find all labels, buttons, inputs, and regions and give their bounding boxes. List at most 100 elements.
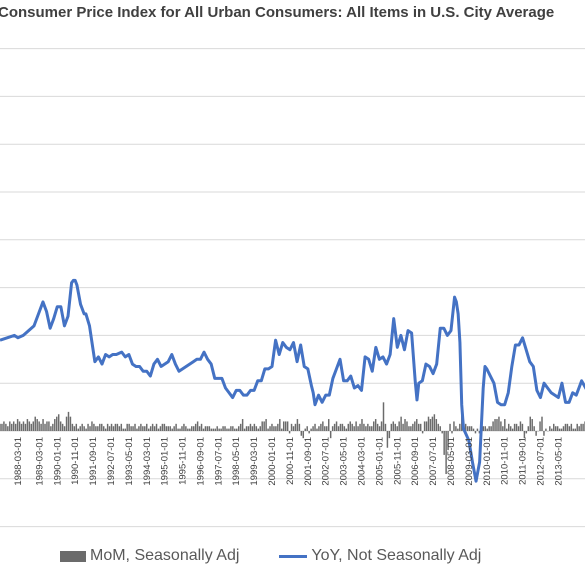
mom-bar xyxy=(551,428,553,431)
mom-bar xyxy=(34,416,36,431)
mom-bar xyxy=(549,426,551,431)
mom-bar xyxy=(349,421,351,431)
legend-swatch-mom xyxy=(60,550,86,562)
mom-bar xyxy=(574,428,576,431)
mom-bar xyxy=(192,426,195,431)
mom-bar xyxy=(101,423,103,431)
mom-bar xyxy=(359,423,361,431)
mom-bar xyxy=(142,426,144,431)
mom-bar xyxy=(449,423,451,431)
x-tick-label: 1998-05-01 xyxy=(231,437,242,486)
x-tick-label: 1988-03-01 xyxy=(13,437,24,486)
mom-bar xyxy=(525,431,528,434)
mom-bar xyxy=(298,423,301,431)
mom-bar xyxy=(222,426,224,431)
mom-bar xyxy=(333,423,336,431)
mom-bar xyxy=(75,423,78,431)
mom-bar xyxy=(122,428,125,431)
mom-bar xyxy=(369,426,371,431)
mom-bar xyxy=(28,421,31,431)
mom-bar xyxy=(509,426,512,431)
mom-bar xyxy=(312,426,314,431)
mom-bar xyxy=(191,426,193,431)
mom-bar xyxy=(570,423,573,431)
mom-bar xyxy=(236,428,238,431)
mom-bar xyxy=(24,423,27,431)
mom-bar xyxy=(437,423,440,431)
mom-bar xyxy=(241,419,244,431)
mom-bar xyxy=(361,419,363,431)
mom-bar xyxy=(310,428,312,431)
mom-bar xyxy=(539,421,541,431)
mom-bar xyxy=(177,428,179,431)
mom-bar xyxy=(183,423,185,431)
mom-bar xyxy=(83,426,85,431)
mom-bar xyxy=(171,428,173,431)
mom-bar xyxy=(441,431,443,434)
mom-bar xyxy=(44,423,46,431)
mom-bar xyxy=(320,423,322,431)
mom-bar xyxy=(77,428,80,431)
mom-bar xyxy=(519,421,522,431)
mom-bar xyxy=(71,423,74,431)
mom-bar xyxy=(112,426,115,431)
mom-bar xyxy=(230,426,232,431)
mom-bar xyxy=(224,426,226,431)
mom-bar xyxy=(390,423,393,431)
mom-bar xyxy=(3,421,5,431)
mom-bar xyxy=(488,426,490,431)
mom-bar xyxy=(202,428,205,431)
mom-bar xyxy=(179,428,181,431)
mom-bar xyxy=(335,421,338,431)
mom-bar xyxy=(327,419,330,431)
mom-bar xyxy=(326,426,328,431)
mom-bar xyxy=(259,426,261,431)
mom-bar xyxy=(239,423,242,431)
mom-bar xyxy=(277,423,279,431)
mom-bar xyxy=(382,402,385,431)
mom-bar xyxy=(464,423,467,431)
mom-bar xyxy=(130,426,132,431)
mom-bar xyxy=(212,428,215,431)
mom-bar xyxy=(535,431,537,436)
mom-bar xyxy=(523,431,526,439)
mom-bar xyxy=(214,428,216,431)
mom-bar xyxy=(541,416,543,431)
x-tick-label: 1991-09-01 xyxy=(88,437,99,486)
mom-bar xyxy=(284,421,287,431)
mom-bar xyxy=(48,421,50,431)
mom-bar xyxy=(22,421,25,431)
mom-bar xyxy=(108,426,111,431)
x-tick-label: 2009-03-01 xyxy=(464,437,475,486)
x-tick-label: 2004-03-01 xyxy=(357,437,368,486)
mom-bar xyxy=(120,423,123,431)
mom-bar xyxy=(421,431,424,434)
mom-bar xyxy=(445,431,447,475)
mom-bar xyxy=(402,423,404,431)
mom-bar xyxy=(447,431,449,451)
mom-bar xyxy=(128,423,130,431)
x-tick-label: 1994-03-01 xyxy=(142,437,153,486)
x-tick-label: 2003-05-01 xyxy=(339,437,350,486)
mom-bar xyxy=(281,428,283,431)
x-tick-label: 1999-03-01 xyxy=(249,437,260,486)
mom-bar xyxy=(398,421,400,431)
mom-bar xyxy=(136,428,138,431)
mom-bar xyxy=(341,423,344,431)
mom-bar xyxy=(367,423,369,431)
mom-bar xyxy=(228,428,230,431)
mom-bar xyxy=(42,419,44,431)
mom-bar xyxy=(85,428,87,431)
mom-bar xyxy=(316,428,318,431)
x-tick-label: 1989-03-01 xyxy=(34,437,45,486)
mom-bar xyxy=(431,416,434,431)
mom-bar xyxy=(502,426,504,431)
mom-bar xyxy=(61,423,64,431)
mom-bar xyxy=(11,423,13,431)
mom-bar xyxy=(97,426,99,431)
mom-bar xyxy=(232,426,234,431)
mom-bar xyxy=(273,426,275,431)
mom-bar xyxy=(189,428,191,431)
mom-bar xyxy=(578,426,580,431)
